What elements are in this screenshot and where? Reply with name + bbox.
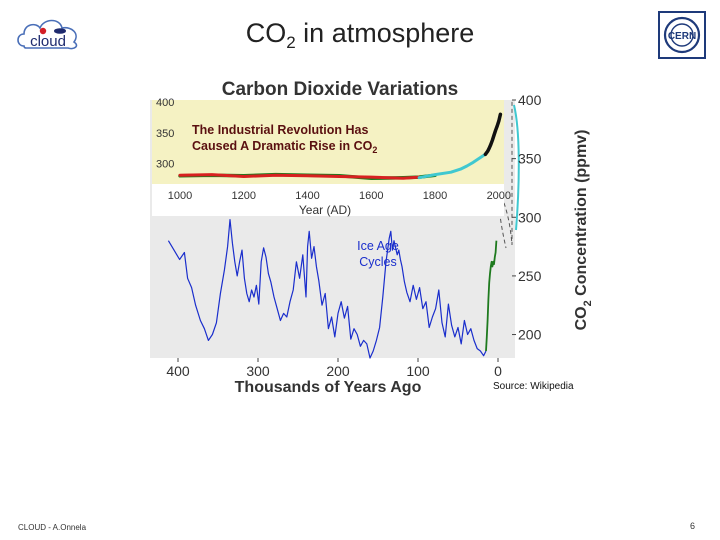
main-x-tick-label-1: 300 [246,363,270,379]
bracket-direct-measure [513,104,520,231]
inset-title-line2: Caused A Dramatic Rise in CO2 [192,139,377,155]
main-y-tick-label-1: 250 [518,268,542,284]
main-x-tick-label-0: 400 [166,363,190,379]
inset-x-tick-label-5: 2000 [487,190,511,202]
main-x-tick-label-2: 200 [326,363,350,379]
main-series-line-1 [485,240,498,352]
slide-title: CO2 in atmosphere [245,18,475,52]
inset-series-line-1 [178,173,421,180]
inset-y-tick-label-2: 400 [156,97,174,109]
main-series-line-0 [167,219,487,359]
inset-x-tick-label-3: 1600 [359,190,383,202]
cern-logo-text: CERN [668,31,696,42]
main-x-tick-label-3: 100 [406,363,430,379]
main-series [167,219,498,359]
x-axis-label: Thousands of Years Ago [235,379,422,396]
cloud-logo-text: cloud [30,33,66,50]
ice-age-annotation-line2: Cycles [359,255,397,269]
inset-chart: 1000 1200 1400 1600 1800 2000 300 350 400 Year (A… [152,97,511,217]
y-axis-label: CO2 Concentration (ppmv) [573,130,594,331]
inset-x-tick-label-0: 1000 [168,190,192,202]
inset-y-tick-label-1: 350 [156,128,174,140]
inset-series-line-2 [417,152,488,180]
main-y-tick-label-3: 350 [518,151,542,167]
inset-series-line-3 [483,112,503,157]
inset-x-axis-label: Year (AD) [299,203,351,217]
footer-author: CLOUD - A.Onnela [18,523,87,532]
cloud-logo: cloud [17,19,78,50]
page-number: 6 [690,521,696,531]
chart-title: Carbon Dioxide Variations [222,79,459,100]
main-y-tick-label-0: 200 [518,327,542,343]
co2-figure: Carbon Dioxide Variations 1000 1200 1400 16… [150,79,594,396]
bracket-line-right [494,100,513,246]
zoom-bracket [494,100,520,249]
inset-x-tick-label-2: 1400 [295,190,319,202]
main-x-tick-label-4: 0 [494,363,502,379]
inset-y-tick-label-0: 300 [156,159,174,171]
inset-x-tick-label-4: 1800 [423,190,447,202]
bracket-line-left [497,183,507,249]
inset-x-tick-label-1: 1200 [232,190,256,202]
source-note: Source: Wikipedia [493,381,574,392]
ice-age-annotation-line1: Ice Age [357,239,399,253]
inset-background [152,100,504,184]
cern-logo: CERN [658,11,706,59]
inset-title-line1: The Industrial Revolution Has [192,123,368,137]
main-y-tick-label-2: 300 [518,209,542,225]
inset-axis-strip [152,184,504,216]
main-y-tick-label-4: 400 [518,92,542,108]
